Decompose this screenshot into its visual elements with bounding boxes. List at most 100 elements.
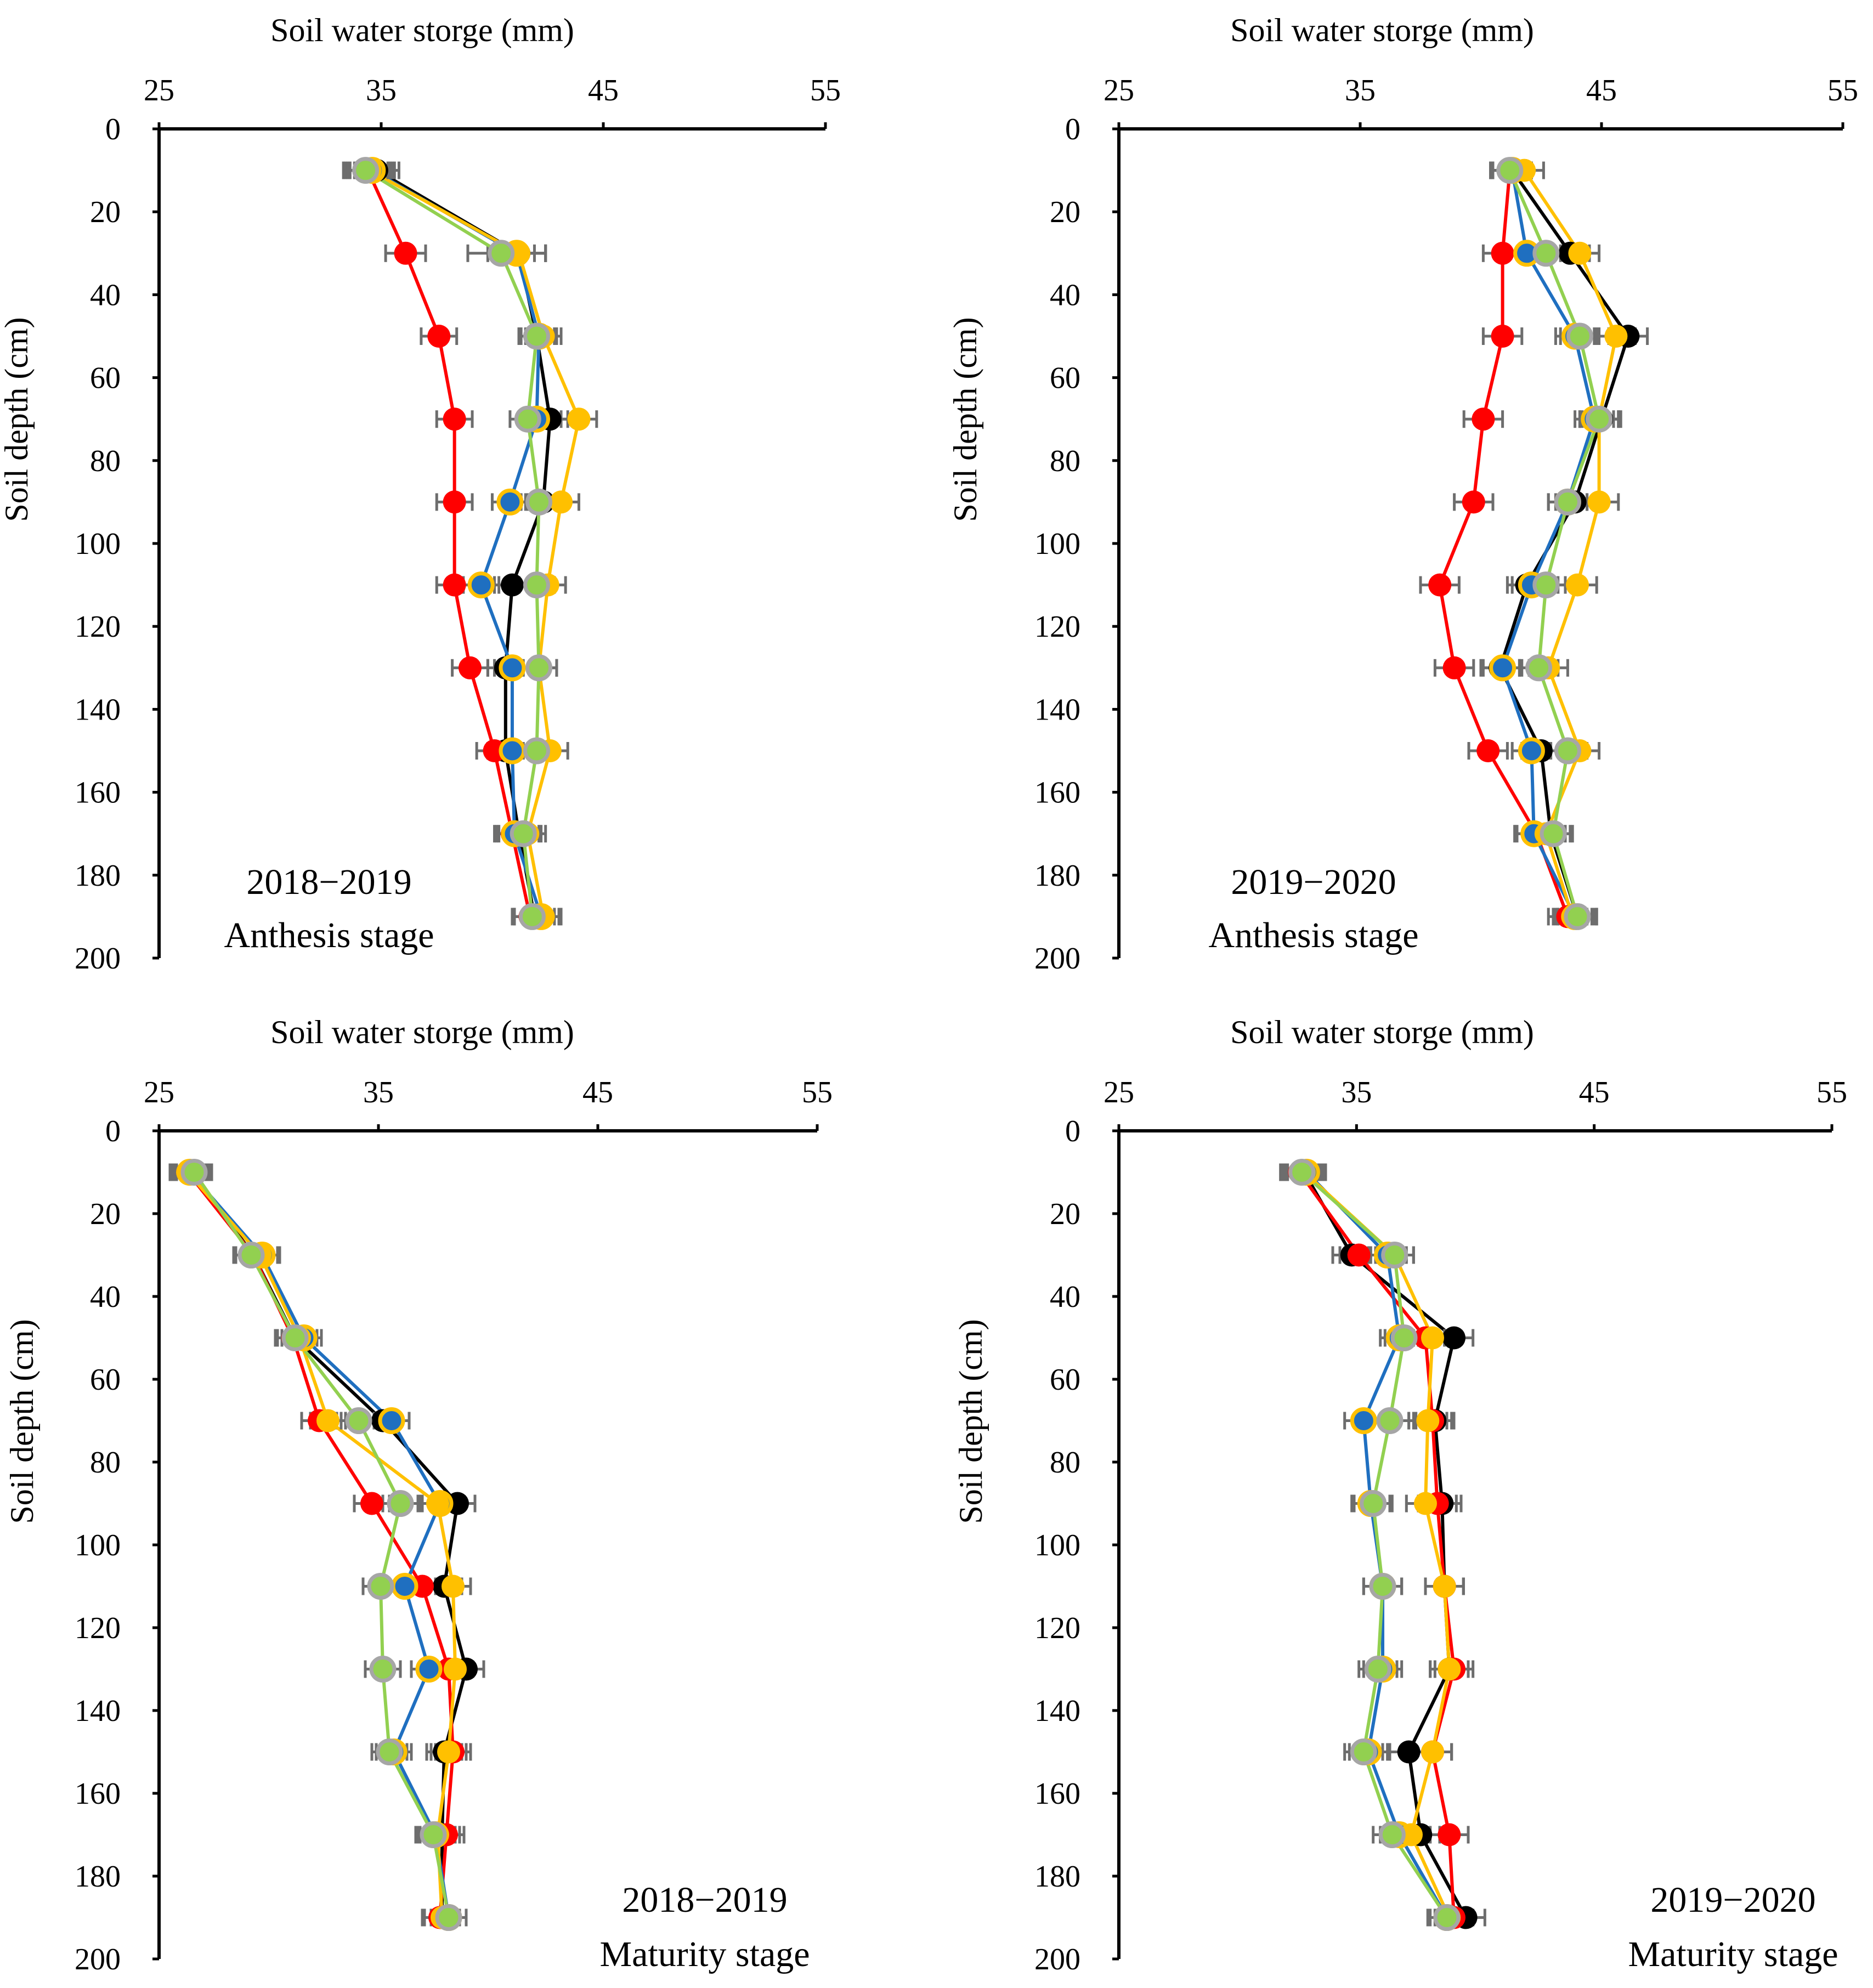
data-point-green	[1540, 820, 1567, 847]
y-tick-label: 20	[90, 1197, 121, 1231]
y-tick-label: 120	[1034, 1611, 1080, 1645]
x-axis-title: Soil water storge (mm)	[1230, 12, 1534, 48]
series-red	[1419, 161, 1589, 926]
series-black	[173, 1163, 485, 1927]
data-point-green	[1525, 654, 1553, 682]
y-tick-label: 100	[75, 1528, 121, 1562]
x-tick-label: 25	[1104, 1075, 1134, 1109]
data-point-green	[1586, 405, 1613, 433]
y-tick-label: 160	[1034, 776, 1080, 810]
data-point-green	[1364, 1656, 1391, 1683]
data-point-green	[420, 1821, 447, 1848]
panel-year-label: 2019−2020	[1231, 862, 1396, 902]
x-tick-label: 55	[810, 73, 841, 107]
data-point-black	[1397, 1740, 1421, 1764]
data-point-yellow	[444, 1657, 467, 1681]
data-point-green	[523, 737, 550, 764]
series-line-blue	[1501, 170, 1596, 917]
y-tick-label: 80	[1050, 1446, 1080, 1480]
x-tick-label: 25	[1104, 73, 1134, 107]
panel-3: 25 35 45 55 0 20 40 60 80 100 120 140 160 180 200 Soil …	[4, 1014, 833, 1976]
y-tick-label: 40	[1050, 1280, 1080, 1314]
y-tick-label: 60	[1050, 1363, 1080, 1397]
data-point-yellow	[1568, 241, 1592, 265]
series-green	[1281, 1163, 1468, 1927]
x-tick-label: 35	[366, 73, 397, 107]
series-line-blue	[371, 168, 543, 917]
y-tick-label: 200	[1034, 1942, 1080, 1976]
data-point-green	[369, 1656, 397, 1683]
y-axis-title: Soil depth (cm)	[4, 1319, 40, 1523]
data-point-green	[488, 240, 515, 267]
x-tick-label: 35	[1345, 73, 1376, 107]
data-point-yellow	[1587, 490, 1611, 514]
panel-2: 25 35 45 55 0 20 40 60 80 100 120 140 160 180 200 Soil …	[947, 12, 1858, 976]
series-line-black	[190, 1171, 468, 1918]
data-point-blue	[496, 488, 524, 516]
data-point-yellow	[316, 1409, 339, 1432]
data-point-yellow	[550, 490, 573, 514]
data-point-yellow	[1433, 1574, 1456, 1598]
x-tick-label: 25	[144, 1075, 174, 1109]
panel-stage-label: Anthesis stage	[224, 915, 434, 955]
data-point-blue	[467, 571, 495, 599]
data-point-green	[1288, 1159, 1316, 1186]
data-point-green	[525, 654, 553, 682]
data-point-green	[180, 1159, 208, 1186]
x-axis-title: Soil water storge (mm)	[270, 1014, 574, 1050]
panel-year-label: 2019−2020	[1650, 1880, 1815, 1920]
data-point-red	[459, 656, 482, 679]
y-tick-label: 60	[90, 361, 121, 395]
y-tick-label: 180	[75, 859, 121, 893]
data-point-blue	[378, 1407, 405, 1434]
data-point-green	[1350, 1738, 1377, 1765]
data-point-yellow	[437, 1740, 460, 1764]
x-tick-label: 25	[144, 73, 174, 107]
series-line-yellow	[1523, 169, 1618, 917]
x-tick-label: 45	[588, 73, 619, 107]
data-point-green	[1554, 488, 1581, 516]
data-point-red	[1476, 739, 1500, 762]
y-tick-label: 160	[75, 776, 121, 810]
data-point-green	[387, 1490, 414, 1517]
y-tick-label: 180	[1034, 859, 1080, 893]
y-tick-label: 120	[75, 610, 121, 644]
x-tick-label: 45	[1579, 1075, 1610, 1109]
x-tick-label: 55	[1817, 1075, 1847, 1109]
panel-year-label: 2018−2019	[622, 1880, 787, 1920]
data-point-yellow	[1421, 1326, 1444, 1350]
y-tick-label: 0	[1065, 1114, 1080, 1148]
series-line-red	[186, 1171, 455, 1918]
y-tick-label: 60	[1050, 361, 1080, 395]
data-point-green	[376, 1738, 403, 1765]
x-tick-label: 35	[363, 1075, 394, 1109]
y-tick-label: 120	[75, 1611, 121, 1645]
series-line-yellow	[186, 1171, 457, 1918]
data-point-green	[281, 1324, 309, 1351]
data-point-yellow	[442, 1574, 465, 1598]
data-point-yellow	[567, 407, 591, 431]
data-point-green	[352, 157, 380, 184]
data-point-red	[394, 241, 417, 265]
data-point-green	[1390, 1324, 1418, 1351]
data-point-green	[1496, 157, 1524, 184]
panel-stage-label: Maturity stage	[599, 1934, 810, 1974]
data-point-red	[1472, 407, 1495, 431]
data-point-yellow	[1421, 1740, 1444, 1764]
y-tick-label: 100	[1034, 1528, 1080, 1562]
y-tick-label: 200	[75, 942, 121, 976]
data-point-green	[518, 903, 546, 930]
data-point-red	[443, 573, 466, 597]
panel-4: 25 35 45 55 0 20 40 60 80 100 120 140 160 180 200 Soil …	[953, 1014, 1847, 1976]
data-point-yellow	[1566, 573, 1589, 597]
data-point-green	[510, 820, 537, 847]
y-tick-label: 0	[1065, 112, 1080, 146]
y-tick-label: 200	[1034, 942, 1080, 976]
data-point-yellow	[1400, 1823, 1423, 1847]
x-tick-label: 55	[1827, 73, 1858, 107]
series-line-black	[1303, 1171, 1468, 1918]
data-point-green	[525, 488, 553, 516]
panel-stage-label: Maturity stage	[1628, 1934, 1838, 1974]
y-tick-label: 60	[90, 1363, 121, 1397]
